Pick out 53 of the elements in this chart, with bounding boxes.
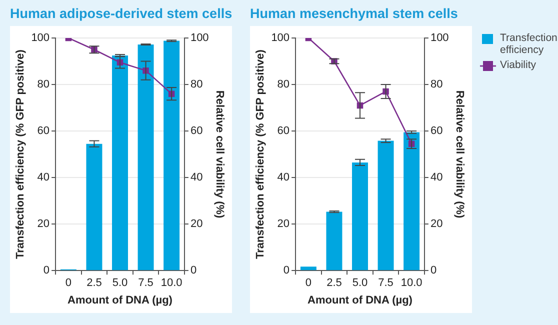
y-tick-label: 0 bbox=[43, 264, 50, 277]
bar bbox=[112, 55, 128, 270]
bar bbox=[86, 144, 102, 270]
y-axis-title: Transfection efficiency (% GFP positive) bbox=[254, 49, 267, 260]
y2-tick-label: 80 bbox=[430, 78, 443, 91]
bar bbox=[300, 266, 316, 270]
y-tick-label: 60 bbox=[37, 125, 50, 138]
y2-axis-title: Relative cell viability (%) bbox=[213, 90, 226, 219]
y-tick-label: 20 bbox=[37, 218, 50, 230]
y-tick-label: 100 bbox=[31, 32, 50, 44]
y-tick-label: 20 bbox=[277, 218, 290, 230]
x-tick-label: 7.5 bbox=[138, 277, 154, 290]
y2-tick-label: 0 bbox=[190, 264, 197, 277]
y-tick-label: 80 bbox=[277, 78, 290, 91]
bar bbox=[164, 40, 180, 270]
y-tick-label: 40 bbox=[277, 172, 290, 184]
x-tick-label: 10.0 bbox=[160, 277, 182, 290]
legend-label: Viability bbox=[500, 59, 536, 71]
bar bbox=[326, 212, 342, 270]
x-tick-label: 2.5 bbox=[326, 277, 342, 290]
x-tick-label: 7.5 bbox=[378, 277, 394, 290]
y-tick-label: 0 bbox=[283, 264, 290, 277]
y-tick-label: 80 bbox=[37, 78, 50, 91]
y2-axis-title: Relative cell viability (%) bbox=[453, 90, 466, 219]
x-tick-label: 2.5 bbox=[86, 277, 102, 290]
bar bbox=[138, 44, 154, 270]
x-tick-label: 0 bbox=[65, 277, 72, 290]
y2-tick-label: 0 bbox=[430, 264, 437, 277]
chart-title: Human mesenchymal stem cells bbox=[250, 6, 459, 23]
bar bbox=[404, 132, 420, 270]
y2-tick-label: 60 bbox=[190, 125, 203, 138]
y-axis-title: Transfection efficiency (% GFP positive) bbox=[14, 49, 27, 260]
y2-tick-label: 40 bbox=[190, 172, 203, 184]
x-tick-label: 5.0 bbox=[352, 277, 368, 290]
y2-tick-label: 40 bbox=[430, 172, 443, 184]
bar bbox=[378, 140, 394, 270]
y2-tick-label: 80 bbox=[190, 78, 203, 91]
y2-tick-label: 20 bbox=[190, 218, 203, 230]
y-tick-label: 40 bbox=[37, 172, 50, 184]
y-tick-label: 60 bbox=[277, 125, 290, 138]
chart-title: Human adipose-derived stem cells bbox=[10, 6, 232, 23]
y2-tick-label: 60 bbox=[430, 125, 443, 138]
legend-label: Transfection efficiency bbox=[500, 32, 558, 56]
x-axis-title: Amount of DNA (µg) bbox=[68, 294, 173, 306]
y2-tick-label: 20 bbox=[430, 218, 443, 230]
x-tick-label: 5.0 bbox=[112, 277, 128, 290]
bar bbox=[352, 162, 368, 270]
x-tick-label: 0 bbox=[305, 277, 312, 290]
y-tick-label: 100 bbox=[271, 32, 290, 44]
x-axis-title: Amount of DNA (µg) bbox=[308, 294, 413, 306]
y2-tick-label: 100 bbox=[190, 32, 209, 44]
y2-tick-label: 100 bbox=[430, 32, 449, 44]
x-tick-label: 10.0 bbox=[400, 277, 422, 290]
